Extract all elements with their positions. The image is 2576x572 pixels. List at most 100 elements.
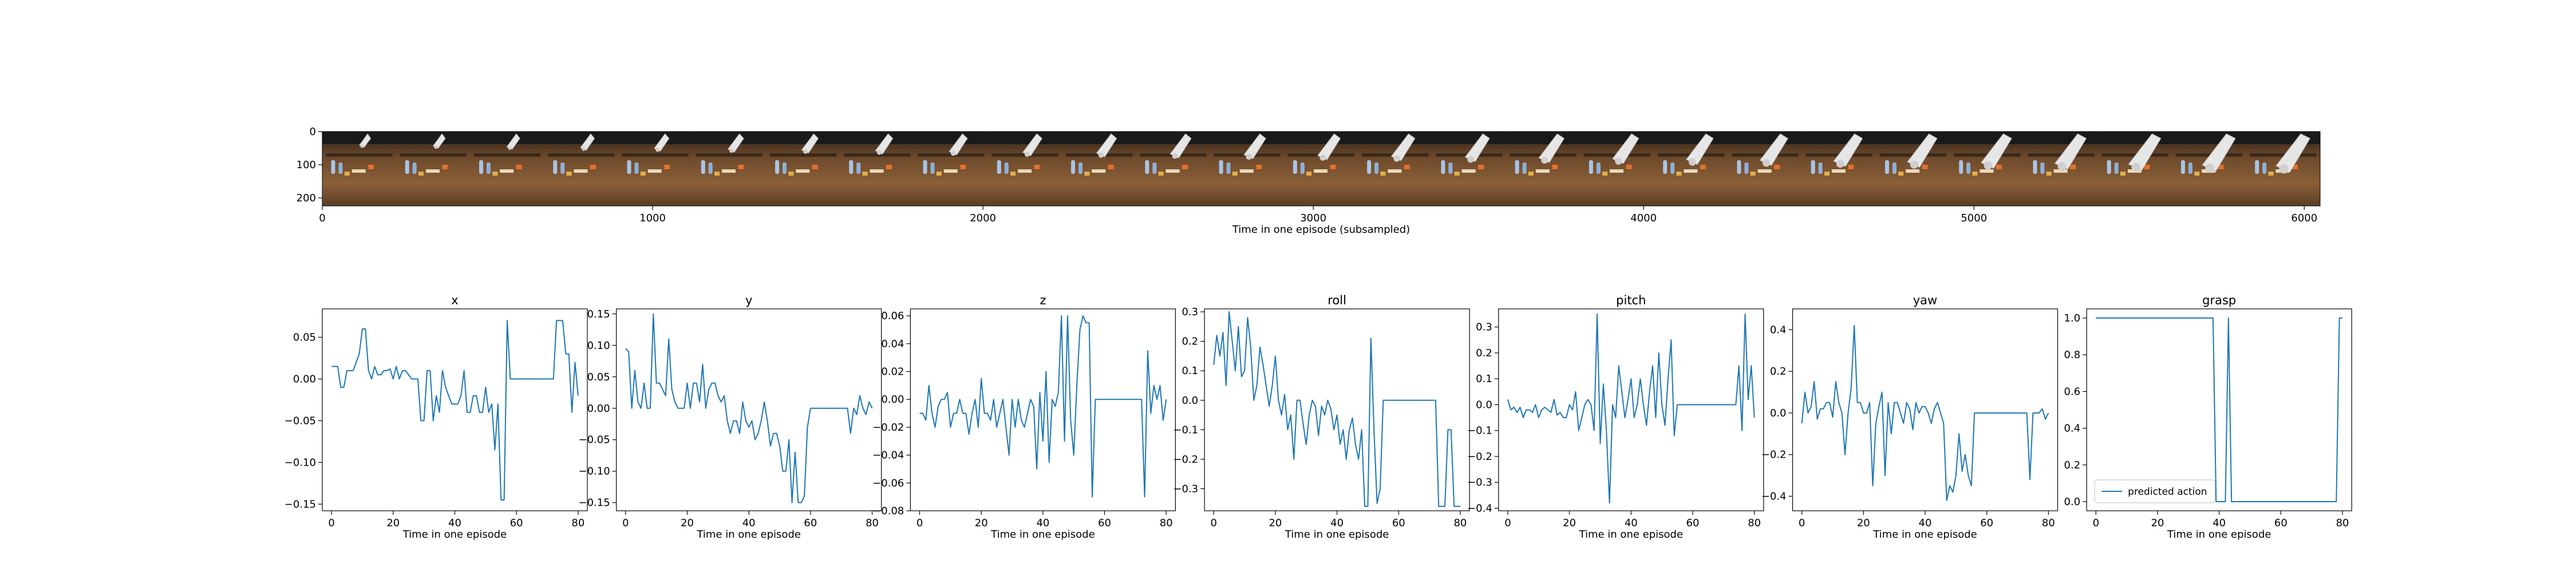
strip-frame [470,132,545,206]
orange-object [1848,165,1854,169]
legend: predicted action [2094,479,2215,503]
bottle [849,160,854,174]
orange-object [1922,165,1928,169]
y-tick-label: 0.05 [587,371,610,383]
orange-object [960,165,966,169]
orange-object [590,165,596,169]
bottle [1515,160,1519,174]
yellow-object [566,172,572,176]
frame-backdrop [2098,132,2172,144]
yellow-object [1380,172,1386,176]
x-tick-label: 0 [319,212,325,224]
yellow-object [2194,172,2200,176]
frame-backdrop [544,132,619,144]
x-tick-label: 60 [1686,517,1700,529]
plate-object [351,169,366,173]
subplot-title: yaw [1913,293,1937,307]
x-tick-label: 60 [2274,517,2287,529]
yellow-object [1898,172,1904,176]
bottle [1293,160,1297,174]
x-tick-label: 80 [866,517,879,529]
bottle [634,162,639,174]
robot-gripper [1984,161,1993,170]
y-tick-label: 0.0 [1770,407,1787,419]
subplot-title: x [451,293,458,307]
plate-object [1461,169,1476,173]
robot-gripper [950,150,956,156]
strip-frame [692,132,767,206]
yellow-object [492,172,498,176]
robot-arm [1981,133,2012,169]
y-tick-label: 1.0 [2064,312,2081,324]
bottle [560,162,565,174]
plot-frame [910,308,1176,511]
y-tick-label: 0.3 [1476,321,1492,333]
subplot-yaw: yaw 0 20 40 60 80 0.4 0.2 0.0 −0.2 −0.4 Time in one… [1761,293,2059,541]
x-axis-label: Time in one episode [1872,529,1977,541]
subplot-grasp: grasp 0 20 40 60 80 0.0 0.2 0.4 0.6 0.8 1.0 Time in … [2064,293,2352,541]
robot-arm [1243,133,1266,160]
robot-gripper [729,148,734,153]
y-tick-label: −0.4 [1467,502,1492,514]
plate-object [1314,169,1328,173]
bottle [2033,160,2037,174]
y-tick-label: 0.04 [881,338,904,350]
x-tick-label: 1000 [639,212,666,224]
table-edge [473,153,541,157]
y-tick-label: −0.06 [872,477,904,489]
bottle [1522,162,1527,174]
subplot-title: y [745,293,752,307]
y-tick-label: 0.2 [2064,459,2081,471]
x-tick-label: 5000 [1961,212,1987,224]
x-tick-label: 60 [1392,517,1405,529]
robot-arm [2128,133,2162,171]
y-tick-label: −0.15 [579,497,610,509]
subplot-y: y 0 20 40 60 80 0.15 0.10 0.05 0.00 −0.05 −0.10 −0.1… [579,293,882,541]
subplot-z: z 0 20 40 60 80 0.06 0.04 0.02 0.00 −0.02 −0.04 −0.0… [872,293,1176,541]
y-tick-label: 0.1 [1182,365,1198,377]
robot-arm [2275,133,2311,173]
orange-object [1330,165,1336,169]
subplot-roll: roll 0 20 40 60 80 0.3 0.2 0.1 0.0 −0.1 −0.2 −0.3 Tim… [1173,293,1470,541]
robot-arm [1022,133,1042,157]
frame-backdrop [1728,132,1803,144]
x-tick-label: 0 [622,517,629,529]
plot-frame [1204,308,1470,511]
robot-gripper [1689,158,1696,166]
robot-arm [1759,133,1788,166]
x-axis-label: Time in one episode [1285,529,1389,541]
plate-object [1165,169,1180,173]
bottle [2114,162,2119,174]
orange-object [1256,165,1262,169]
frame-backdrop [1506,132,1581,144]
plate-object [1535,169,1550,173]
bottle [1145,160,1149,174]
table-edge [696,153,763,157]
table-edge [770,153,837,157]
plate-object [574,169,588,173]
robot-arm [1685,133,1714,165]
strip-frame [1580,132,1655,206]
strip-frame [396,132,471,206]
strip-frame [988,132,1063,206]
bottle [1959,160,1963,174]
x-tick-label: 60 [1980,517,1993,529]
frame-backdrop [840,132,915,144]
frame-backdrop [1432,132,1507,144]
image-strip-frame [322,131,2321,206]
y-tick-label: 200 [297,192,316,204]
orange-object [1182,165,1188,169]
robot-gripper [803,149,808,154]
plot-frame [1498,308,1764,511]
orange-object [1626,165,1632,169]
robot-gripper [1246,153,1252,160]
frame-backdrop [988,132,1063,144]
orange-object [1404,165,1410,169]
bottle [997,160,1001,174]
bottle [1374,162,1379,174]
bottle [708,162,713,174]
frame-backdrop [2172,132,2247,144]
bottle [1441,160,1445,174]
frame-backdrop [1062,132,1137,144]
x-tick-label: 60 [510,517,523,529]
